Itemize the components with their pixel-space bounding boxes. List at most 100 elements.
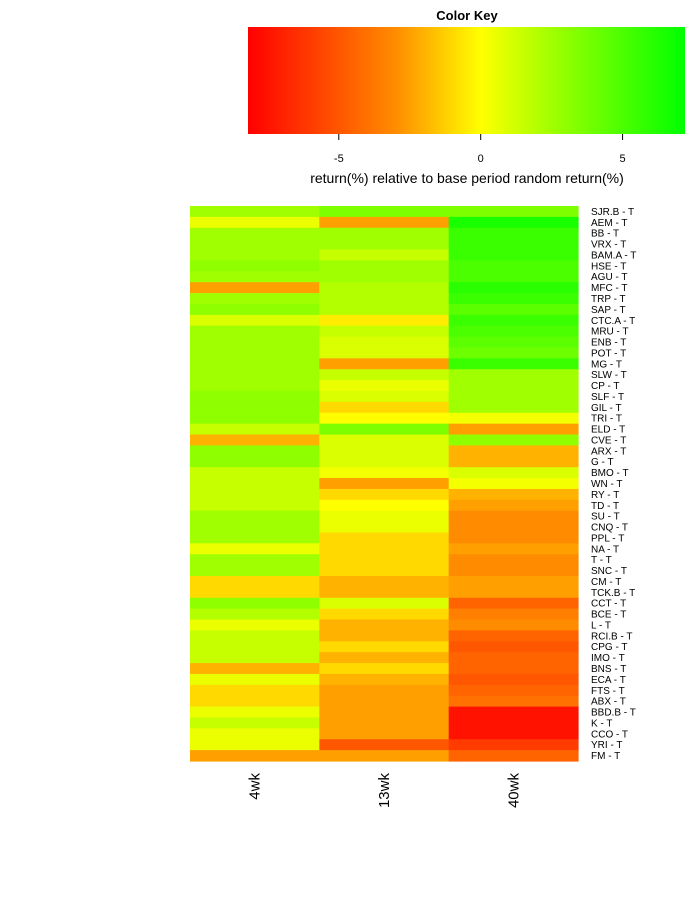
- heatmap-cell: [319, 445, 450, 457]
- heatmap-cell: [448, 336, 579, 349]
- row-label: FM - T: [591, 751, 620, 762]
- heatmap-cell: [448, 325, 579, 338]
- heatmap-cell: [190, 260, 320, 272]
- row-label: ARX - T: [591, 446, 626, 457]
- row-label: RY - T: [591, 490, 619, 501]
- heatmap-cell: [190, 684, 320, 697]
- row-label: TCK.B - T: [591, 588, 635, 599]
- heatmap-cell: [319, 728, 450, 740]
- heatmap-cell: [190, 510, 320, 523]
- heatmap-cell: [448, 401, 579, 414]
- heatmap-cell: [448, 608, 579, 621]
- heatmap-cell: [190, 271, 320, 283]
- heatmap-cell: [448, 619, 579, 632]
- heatmap-cell: [319, 369, 450, 381]
- heatmap-cell: [190, 369, 320, 381]
- heatmap-cell: [448, 532, 579, 544]
- heatmap-cell: [448, 293, 579, 305]
- color-key-title: Color Key: [436, 8, 498, 23]
- color-key-tick-label: -5: [334, 153, 344, 165]
- heatmap-cell: [448, 706, 579, 719]
- heatmap-cell: [448, 543, 579, 555]
- heatmap-cell: [190, 608, 320, 621]
- heatmap-cell: [448, 260, 579, 272]
- heatmap-cell: [448, 750, 579, 762]
- heatmap-cell: [319, 206, 450, 218]
- heatmap-cell: [319, 488, 450, 501]
- heatmap-cell: [319, 641, 450, 653]
- heatmap-cell: [319, 652, 450, 664]
- heatmap-cell: [190, 586, 320, 599]
- heatmap-cell: [319, 619, 450, 632]
- heatmap-cell: [190, 434, 320, 447]
- heatmap-cell: [448, 521, 579, 534]
- heatmap-cell: [448, 652, 579, 664]
- heatmap-cell: [190, 652, 320, 664]
- row-label: WN - T: [591, 479, 622, 490]
- heatmap-cell: [448, 271, 579, 283]
- heatmap-cell: [190, 619, 320, 632]
- heatmap-cell: [448, 380, 579, 392]
- row-label: VRX - T: [591, 240, 626, 251]
- heatmap-cell: [190, 347, 320, 359]
- heatmap-cell: [319, 608, 450, 621]
- heatmap-cell: [448, 717, 579, 729]
- heatmap-cell: [190, 641, 320, 653]
- heatmap-cell: [448, 565, 579, 577]
- heatmap-cell: [319, 630, 450, 642]
- heatmap-cell: [448, 303, 579, 316]
- row-label: POT - T: [591, 348, 626, 359]
- heatmap-cell: [190, 336, 320, 349]
- row-label: CM - T: [591, 577, 621, 588]
- heatmap-cell: [190, 206, 320, 218]
- heatmap-cell: [190, 227, 320, 240]
- heatmap-cell: [448, 412, 579, 425]
- heatmap-cell: [319, 347, 450, 359]
- color-key: Color Key -5 0 5 return(%) relative to bas…: [248, 8, 685, 186]
- heatmap-cell: [190, 216, 320, 229]
- heatmap-cell: [190, 673, 320, 686]
- column-label: 40wk: [505, 773, 522, 809]
- heatmap-cell: [448, 347, 579, 359]
- heatmap-cell: [319, 510, 450, 523]
- row-label: ENB - T: [591, 338, 626, 349]
- heatmap-cell: [190, 358, 320, 370]
- row-label: PPL - T: [591, 533, 624, 544]
- heatmap-cell: [448, 434, 579, 447]
- heatmap-cell: [448, 739, 579, 751]
- heatmap-cell: [190, 467, 320, 479]
- heatmap-cell: [448, 478, 579, 490]
- color-key-bar: [248, 27, 685, 134]
- heatmap-cell: [448, 358, 579, 370]
- heatmap-cell: [190, 521, 320, 534]
- heatmap-cell: [190, 423, 320, 436]
- heatmap-cell: [190, 314, 320, 327]
- heatmap-cell: [190, 499, 320, 512]
- heatmap-cell: [319, 227, 450, 240]
- heatmap-cell: [319, 314, 450, 327]
- heatmap-cell: [319, 391, 450, 403]
- heatmap-cell: [319, 303, 450, 316]
- heatmap-cell: [190, 695, 320, 708]
- column-labels: 4wk 13wk 40wk: [247, 773, 523, 809]
- heatmap-cell: [319, 293, 450, 305]
- heatmap-cell: [319, 325, 450, 338]
- heatmap-cell: [448, 238, 579, 251]
- heatmap-cell: [448, 369, 579, 381]
- row-label: BNS - T: [591, 664, 626, 675]
- heatmap-cell: [448, 641, 579, 653]
- heatmap-cell: [448, 499, 579, 512]
- heatmap-cell: [319, 271, 450, 283]
- heatmap-cell: [190, 630, 320, 642]
- row-label: CPG - T: [591, 642, 627, 653]
- heatmap-cell: [190, 597, 320, 610]
- heatmap-cell: [190, 325, 320, 338]
- heatmap-cell: [319, 663, 450, 675]
- heatmap-cell: [319, 576, 450, 588]
- color-key-tick-label: 5: [620, 153, 626, 165]
- heatmap-cell: [319, 260, 450, 272]
- heatmap-cell: [190, 532, 320, 544]
- heatmap-cell: [448, 663, 579, 675]
- row-label: CTC.A - T: [591, 316, 635, 327]
- row-label: CCO - T: [591, 729, 628, 740]
